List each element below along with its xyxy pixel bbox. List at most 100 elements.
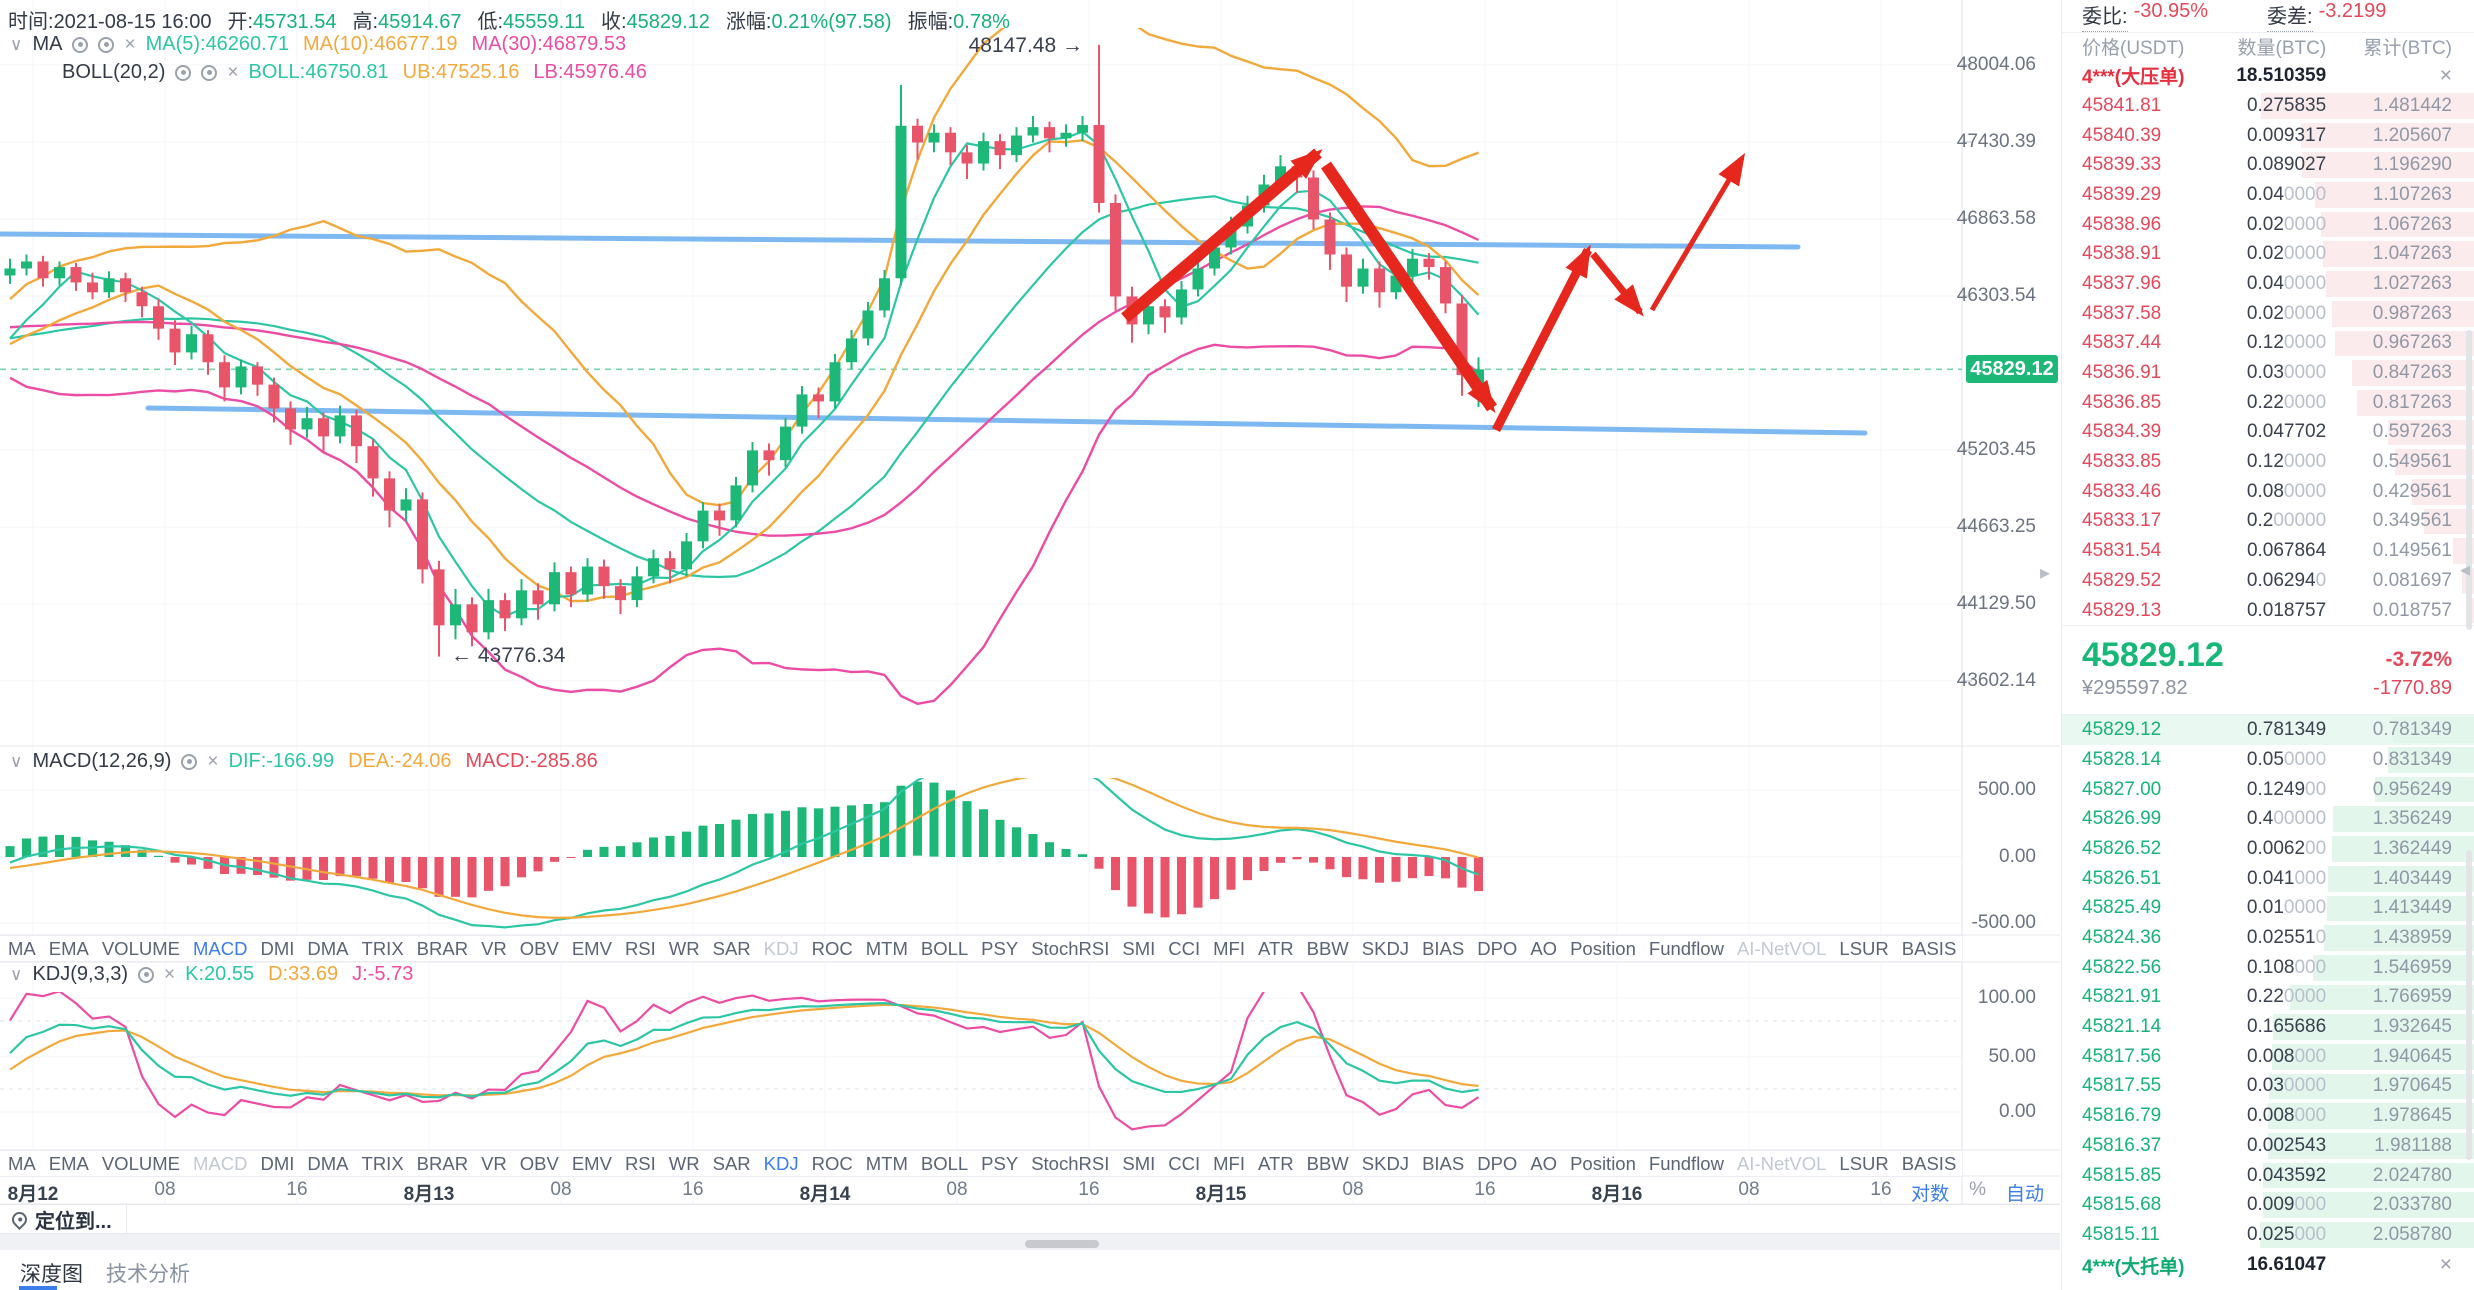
indicator-tab-psy[interactable]: PSY: [981, 937, 1019, 959]
indicator-tab-atr[interactable]: ATR: [1257, 937, 1294, 959]
indicator-tab-basis[interactable]: BASIS: [1901, 937, 1957, 959]
settings-icon[interactable]: [181, 753, 198, 770]
indicator-tab-volume[interactable]: VOLUME: [101, 937, 180, 959]
scale-link[interactable]: 自动: [2005, 1184, 2044, 1205]
eye-icon[interactable]: [72, 36, 89, 53]
bid-row[interactable]: 45824.36 0.025510 1.438959: [2062, 923, 2474, 953]
bid-row[interactable]: 45817.55 0.030000 1.970645: [2062, 1072, 2474, 1102]
indicator-tab-bias[interactable]: BIAS: [1422, 937, 1465, 959]
indicator-tab-ai-netvol[interactable]: AI-NetVOL: [1736, 937, 1827, 959]
indicator-tab-stochrsi[interactable]: StochRSI: [1031, 1152, 1110, 1174]
indicator-tab-vr[interactable]: VR: [481, 1152, 507, 1174]
indicator-tab-bbw[interactable]: BBW: [1306, 937, 1349, 959]
indicator-tab-position[interactable]: Position: [1570, 1152, 1636, 1174]
chevron-down-icon[interactable]: [10, 963, 22, 986]
bids-scrollbar[interactable]: [2466, 850, 2472, 1160]
ask-row[interactable]: 45837.44 0.120000 0.967263: [2062, 329, 2474, 359]
ask-row[interactable]: 45829.52 0.062940 0.081697: [2062, 566, 2474, 596]
indicator-tab-bias[interactable]: BIAS: [1422, 1152, 1465, 1174]
indicator-tab-dpo[interactable]: DPO: [1477, 937, 1518, 959]
settings-icon[interactable]: [138, 966, 155, 983]
indicator-tab-skdj[interactable]: SKDJ: [1361, 1152, 1410, 1174]
ask-row[interactable]: 45837.58 0.020000 0.987263: [2062, 299, 2474, 329]
tab-depth-chart[interactable]: 深度图: [20, 1263, 83, 1286]
ask-row[interactable]: 45840.39 0.009317 1.205607: [2062, 121, 2474, 151]
indicator-tab-sar[interactable]: SAR: [712, 1152, 751, 1174]
bid-row[interactable]: 45815.68 0.009000 2.033780: [2062, 1190, 2474, 1220]
indicator-tab-roc[interactable]: ROC: [811, 1152, 853, 1174]
bid-row[interactable]: 45826.52 0.006200 1.362449: [2062, 834, 2474, 864]
bid-row[interactable]: 45815.85 0.043592 2.024780: [2062, 1161, 2474, 1191]
big-buy-order-row[interactable]: 4***(大托单) 16.61047 ×: [2062, 1250, 2474, 1281]
indicator-tab-dmi[interactable]: DMI: [260, 937, 295, 959]
ask-row[interactable]: 45833.17 0.200000 0.349561: [2062, 507, 2474, 537]
indicator-tab-macd[interactable]: MACD: [192, 937, 248, 959]
indicator-tab-wr[interactable]: WR: [668, 1152, 700, 1174]
settings-icon[interactable]: [98, 36, 115, 53]
indicator-tab-atr[interactable]: ATR: [1257, 1152, 1294, 1174]
indicator-tab-obv[interactable]: OBV: [519, 1152, 559, 1174]
indicator-tab-vr[interactable]: VR: [481, 937, 507, 959]
ask-row[interactable]: 45833.85 0.120000 0.549561: [2062, 447, 2474, 477]
bid-row[interactable]: 45816.79 0.008000 1.978645: [2062, 1101, 2474, 1131]
indicator-tab-mfi[interactable]: MFI: [1213, 937, 1245, 959]
collapse-left-icon[interactable]: ▸: [2040, 562, 2051, 584]
ask-row[interactable]: 45839.33 0.089027 1.196290: [2062, 150, 2474, 180]
indicator-tab-ema[interactable]: EMA: [48, 937, 89, 959]
indicator-tab-dma[interactable]: DMA: [307, 1152, 349, 1174]
indicator-tab-roc[interactable]: ROC: [811, 937, 853, 959]
indicator-tab-macd[interactable]: MACD: [192, 1152, 248, 1174]
indicator-tab-trix[interactable]: TRIX: [361, 1152, 404, 1174]
indicator-tab-cci[interactable]: CCI: [1168, 937, 1201, 959]
eye-icon[interactable]: [175, 64, 192, 81]
indicator-tab-stochrsi[interactable]: StochRSI: [1031, 937, 1110, 959]
ask-row[interactable]: 45836.91 0.030000 0.847263: [2062, 358, 2474, 388]
indicator-tab-dpo[interactable]: DPO: [1477, 1152, 1518, 1174]
settings-icon[interactable]: [201, 64, 218, 81]
indicator-tab-rsi[interactable]: RSI: [624, 1152, 656, 1174]
close-icon[interactable]: ×: [207, 751, 219, 772]
close-icon[interactable]: ×: [227, 62, 239, 83]
close-icon[interactable]: ×: [164, 964, 176, 985]
bid-row[interactable]: 45827.00 0.124900 0.956249: [2062, 775, 2474, 805]
collapse-right-icon[interactable]: ◂: [2460, 559, 2471, 581]
indicator-tab-smi[interactable]: SMI: [1122, 937, 1156, 959]
indicator-tab-emv[interactable]: EMV: [571, 937, 612, 959]
indicator-tab-lsur[interactable]: LSUR: [1839, 937, 1889, 959]
ask-row[interactable]: 45834.39 0.047702 0.597263: [2062, 418, 2474, 448]
bid-row[interactable]: 45821.14 0.165686 1.932645: [2062, 1012, 2474, 1042]
bid-row[interactable]: 45822.56 0.108000 1.546959: [2062, 953, 2474, 983]
indicator-tab-ema[interactable]: EMA: [48, 1152, 89, 1174]
close-icon[interactable]: ×: [2439, 63, 2452, 87]
bid-row[interactable]: 45826.51 0.041000 1.403449: [2062, 864, 2474, 894]
bid-row[interactable]: 45817.56 0.008000 1.940645: [2062, 1042, 2474, 1072]
bid-row[interactable]: 45825.49 0.010000 1.413449: [2062, 894, 2474, 924]
indicator-tab-skdj[interactable]: SKDJ: [1361, 937, 1410, 959]
indicator-tab-wr[interactable]: WR: [668, 937, 700, 959]
bid-row[interactable]: 45821.91 0.220000 1.766959: [2062, 983, 2474, 1013]
indicator-tab-bbw[interactable]: BBW: [1306, 1152, 1349, 1174]
horizontal-scrollbar[interactable]: [1025, 1240, 1099, 1248]
indicator-tab-psy[interactable]: PSY: [981, 1152, 1019, 1174]
indicator-tab-mtm[interactable]: MTM: [865, 937, 908, 959]
indicator-tab-ao[interactable]: AO: [1530, 937, 1558, 959]
bid-row[interactable]: 45829.12 0.781349 0.781349: [2062, 715, 2474, 746]
ask-row[interactable]: 45839.29 0.040000 1.107263: [2062, 180, 2474, 210]
locate-button[interactable]: 定位到...: [0, 1205, 127, 1233]
indicator-tab-lsur[interactable]: LSUR: [1839, 1152, 1889, 1174]
indicator-tab-ao[interactable]: AO: [1530, 1152, 1558, 1174]
indicator-tab-ma[interactable]: MA: [8, 937, 36, 959]
close-icon[interactable]: ×: [2439, 1253, 2452, 1277]
ask-row[interactable]: 45838.91 0.020000 1.047263: [2062, 239, 2474, 269]
indicator-tab-brar[interactable]: BRAR: [416, 937, 469, 959]
indicator-tab-dma[interactable]: DMA: [307, 937, 349, 959]
asks-scrollbar[interactable]: [2466, 330, 2472, 630]
indicator-tab-emv[interactable]: EMV: [571, 1152, 612, 1174]
indicator-tab-kdj[interactable]: KDJ: [763, 937, 799, 959]
ask-row[interactable]: 45838.96 0.020000 1.067263: [2062, 210, 2474, 240]
ask-row[interactable]: 45837.96 0.040000 1.027263: [2062, 269, 2474, 299]
chevron-down-icon[interactable]: [10, 750, 22, 773]
indicator-tab-boll[interactable]: BOLL: [920, 1152, 969, 1174]
ask-row[interactable]: 45841.81 0.275835 1.481442: [2062, 91, 2474, 121]
ask-row[interactable]: 45836.85 0.220000 0.817263: [2062, 388, 2474, 418]
